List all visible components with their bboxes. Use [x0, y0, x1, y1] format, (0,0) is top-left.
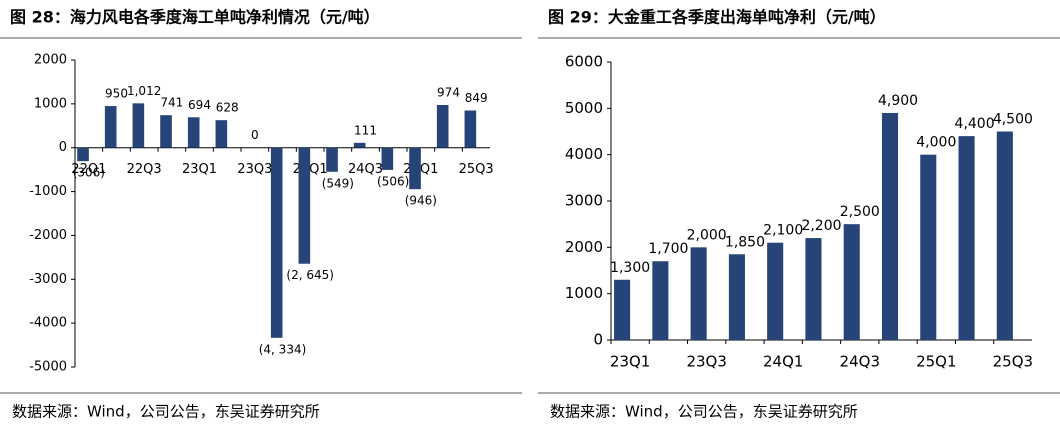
value-label: 2,500	[840, 204, 880, 220]
x-tick-label: 24Q3	[840, 353, 880, 371]
value-label: 4,500	[993, 112, 1033, 128]
bar	[843, 224, 860, 340]
bar	[881, 112, 899, 340]
y-tick-label: 1000	[565, 284, 603, 302]
value-label: (306)	[73, 166, 105, 180]
bar	[652, 261, 669, 340]
x-tick-label: 23Q1	[610, 353, 650, 371]
y-tick-label: 1000	[34, 96, 67, 111]
bar	[298, 147, 311, 264]
y-tick-label: 0	[59, 140, 67, 155]
value-label: 4,400	[955, 116, 995, 132]
bar	[409, 147, 421, 190]
y-tick-label: 4000	[565, 145, 603, 163]
value-label: 849	[465, 91, 488, 105]
value-label: 4,900	[878, 93, 918, 109]
value-label: (2, 645)	[286, 268, 334, 282]
y-tick-label: 0	[593, 331, 603, 349]
bar	[728, 254, 745, 340]
value-label: 2,200	[801, 218, 841, 234]
value-label: 974	[437, 85, 460, 99]
x-tick-label: 22Q1	[71, 162, 106, 177]
x-tick-label: 25Q1	[916, 353, 956, 371]
value-label: 2,100	[763, 223, 803, 239]
x-tick-label: 22Q3	[127, 162, 162, 177]
y-tick-label: 2000	[34, 53, 67, 68]
bar	[215, 120, 228, 148]
bar	[77, 147, 89, 162]
value-label: 694	[188, 98, 211, 112]
x-tick-label: 24Q1	[763, 353, 803, 371]
value-label: (946)	[405, 194, 437, 208]
y-tick-label: -1000	[29, 184, 67, 199]
bar	[614, 279, 631, 340]
value-label: 950	[105, 87, 128, 101]
bar	[690, 247, 707, 340]
x-tick-label: 23Q1	[182, 162, 217, 177]
value-label: 111	[354, 123, 377, 137]
value-label: 0	[251, 128, 259, 142]
bar	[805, 238, 822, 340]
y-tick-label: -2000	[29, 228, 67, 243]
y-tick-label: 5000	[565, 99, 603, 117]
value-label: 1,850	[725, 234, 765, 250]
value-label: 1,012	[127, 84, 161, 98]
y-tick-label: -5000	[29, 360, 67, 375]
source-note: 数据来源：Wind，公司公告，东吴证券研究所	[550, 403, 858, 421]
value-label: (4, 334)	[259, 342, 307, 356]
bar	[326, 147, 338, 172]
value-label: 1,700	[648, 241, 688, 257]
x-tick-label: 24Q3	[348, 162, 383, 177]
bar	[160, 115, 172, 148]
y-tick-label: -4000	[29, 316, 67, 331]
value-label: (549)	[322, 176, 354, 190]
x-tick-label: 25Q3	[993, 353, 1033, 371]
y-tick-label: -3000	[29, 272, 67, 287]
x-tick-label: 25Q3	[459, 162, 494, 177]
chart-title: 图 28：海力风电各季度海工单吨净利情况（元/吨）	[10, 8, 380, 27]
bar	[436, 104, 449, 148]
bar	[464, 110, 477, 148]
source-note: 数据来源：Wind，公司公告，东吴证券研究所	[12, 403, 320, 421]
x-tick-label: 23Q3	[237, 162, 272, 177]
bar	[353, 142, 366, 148]
bar	[381, 147, 394, 170]
bar	[958, 136, 975, 340]
chart-title: 图 29：大金重工各季度出海单吨净利（元/吨）	[548, 8, 886, 27]
value-label: 2,000	[687, 227, 727, 243]
value-label: 4,000	[916, 135, 956, 151]
bar	[132, 103, 145, 148]
value-label: (506)	[377, 174, 409, 188]
y-tick-label: 2000	[565, 238, 603, 256]
x-tick-label: 23Q3	[686, 353, 726, 371]
y-tick-label: 3000	[565, 192, 603, 210]
bar	[920, 154, 937, 340]
bar	[270, 147, 283, 338]
value-label: 628	[216, 101, 239, 115]
bar	[104, 106, 117, 148]
bar	[996, 131, 1013, 340]
y-tick-label: 6000	[565, 53, 603, 71]
bar	[187, 117, 200, 148]
bar	[767, 242, 784, 340]
value-label: 741	[160, 96, 183, 110]
value-label: 1,300	[610, 260, 650, 276]
